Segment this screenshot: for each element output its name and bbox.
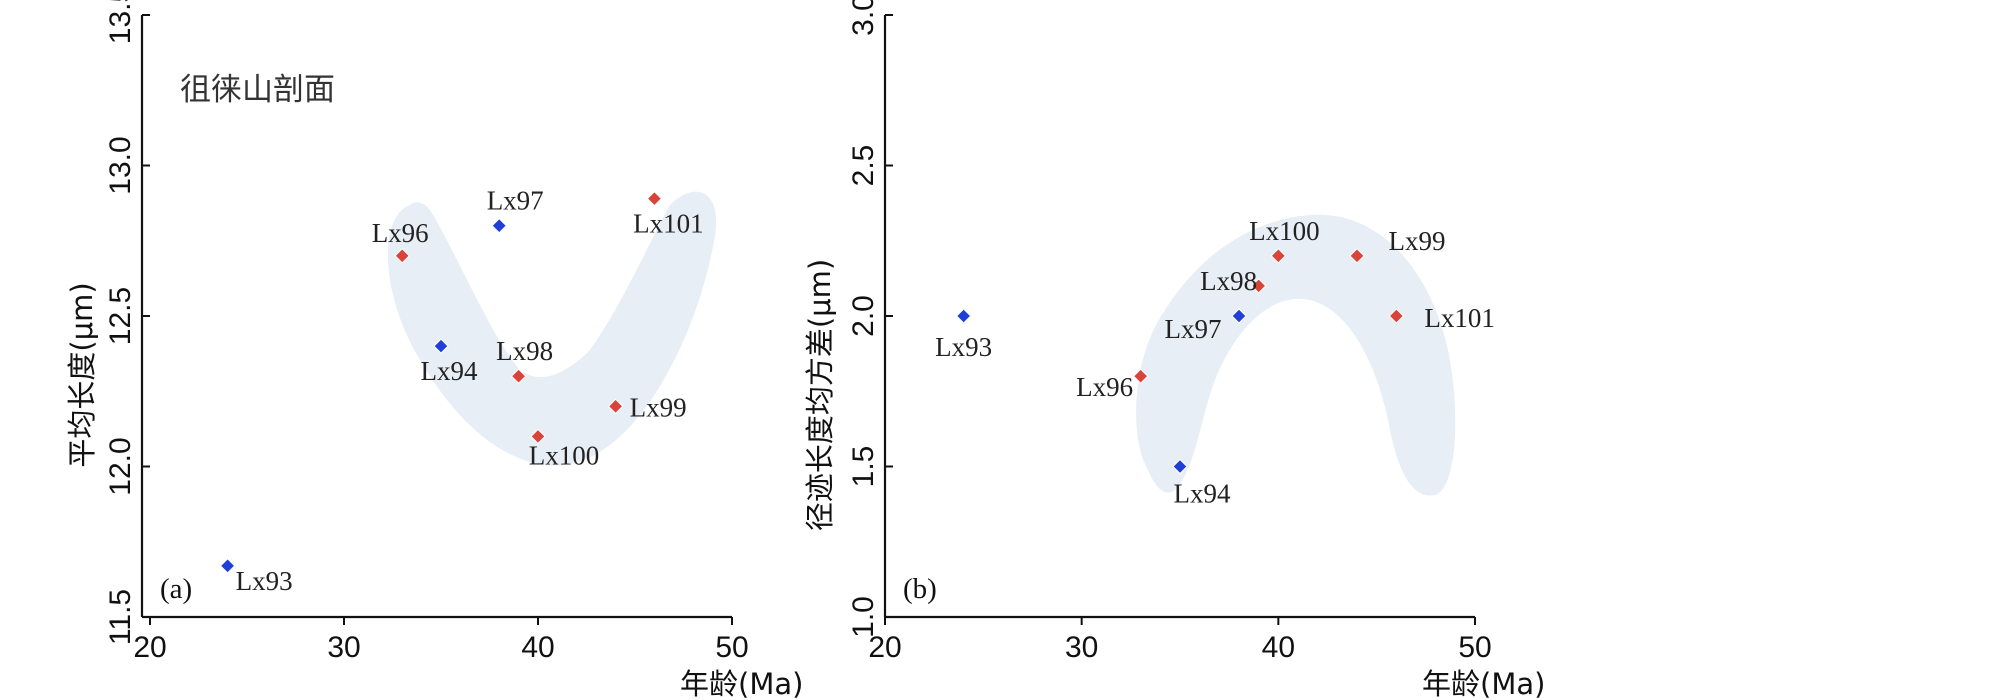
panel-a-label: (a) xyxy=(160,573,192,605)
panel-a-scatter: 20 30 40 50 11.5 12.0 12.5 13.0 13.5 Lx93 Lx94 Lx9… xyxy=(65,0,803,700)
panel-a-y-tick-label: 13.5 xyxy=(104,0,137,44)
panel-b-point-label-lx101: Lx101 xyxy=(1424,303,1495,333)
panel-b-x-tick-label: 30 xyxy=(1065,631,1098,664)
panel-b-point-lx97 xyxy=(1231,308,1247,324)
panel-b-label: (b) xyxy=(903,573,937,605)
panel-b-point-lx99 xyxy=(1349,248,1365,264)
highlight-region-b xyxy=(1136,214,1456,496)
panel-a-point-label-lx93: Lx93 xyxy=(236,566,293,596)
panel-a-point-label-lx98: Lx98 xyxy=(496,336,553,366)
panel-a-y-tick-label: 13.0 xyxy=(104,136,137,194)
panel-b-y-tick-label: 1.0 xyxy=(847,596,880,638)
panel-b-y-tick-label: 2.5 xyxy=(847,145,880,187)
panel-b-scatter: 20 30 40 50 1.0 1.5 2.0 2.5 3.0 Lx93 Lx94 Lx96 Lx97… xyxy=(803,0,1545,700)
panel-b-y-tick-label: 1.5 xyxy=(847,446,880,488)
panel-a-x-tick-label: 40 xyxy=(521,631,554,664)
panel-a-point-label-lx97: Lx97 xyxy=(487,186,544,216)
panel-b-point-lx98 xyxy=(1250,278,1267,294)
panel-b-point-label-lx96: Lx96 xyxy=(1076,372,1133,402)
panel-a-y-tick-label: 11.5 xyxy=(104,589,137,645)
panel-b-point-lx100 xyxy=(1270,248,1287,264)
panel-a-point-lx99 xyxy=(607,398,624,415)
panel-b-point-label-lx100: Lx100 xyxy=(1249,216,1320,246)
panel-a-y-tick-label: 12.0 xyxy=(104,437,137,495)
panel-b-point-lx96 xyxy=(1132,368,1149,384)
panel-a-point-lx100 xyxy=(530,428,546,445)
panel-b-y-axis-title: 径迹长度均方差(μm) xyxy=(803,259,837,531)
panel-a-point-lx98 xyxy=(510,368,527,384)
section-annotation: 徂徕山剖面 xyxy=(180,72,335,108)
panel-a-point-label-lx99: Lx99 xyxy=(630,392,687,422)
panel-b-point-label-lx97: Lx97 xyxy=(1165,314,1222,344)
panel-b-point-lx93 xyxy=(955,308,972,324)
panel-a-y-axis-title: 平均长度(μm) xyxy=(65,282,99,467)
panel-a-point-lx94 xyxy=(433,338,449,354)
panel-a-x-tick-label: 20 xyxy=(133,631,166,664)
panel-a-point-label-lx94: Lx94 xyxy=(421,356,478,386)
panel-a-point-label-lx96: Lx96 xyxy=(372,218,429,248)
panel-b-x-tick-label: 50 xyxy=(1458,631,1491,664)
panel-a-point-lx96 xyxy=(394,248,410,264)
highlight-region-a xyxy=(387,191,717,466)
panel-b-point-lx101 xyxy=(1388,308,1405,324)
panel-b-y-tick-label: 2.0 xyxy=(847,295,880,337)
panel-a-point-label-lx100: Lx100 xyxy=(529,440,600,470)
panel-a-point-lx97 xyxy=(491,217,507,234)
panel-b-x-tick-label: 40 xyxy=(1262,631,1295,664)
panel-a-y-tick-label: 12.5 xyxy=(104,287,137,345)
panel-a-point-lx93 xyxy=(219,558,236,574)
panel-b-x-tick-label: 20 xyxy=(868,631,901,664)
panel-b-point-lx94 xyxy=(1172,458,1188,475)
panel-a-x-tick-label: 30 xyxy=(327,631,360,664)
panel-a-point-label-lx101: Lx101 xyxy=(633,209,704,239)
panel-a-x-tick-label: 50 xyxy=(715,631,748,664)
panel-a-point-lx101 xyxy=(646,190,663,207)
panel-b-x-axis-title: 年龄(Ma) xyxy=(1422,667,1545,700)
panel-b-point-label-lx99: Lx99 xyxy=(1389,226,1446,256)
panel-b-point-label-lx94: Lx94 xyxy=(1174,479,1231,509)
panel-b-y-tick-label: 3.0 xyxy=(847,0,880,36)
panel-b-point-label-lx93: Lx93 xyxy=(935,332,992,362)
panel-b-point-label-lx98: Lx98 xyxy=(1200,266,1257,296)
panel-a-x-axis-title: 年龄(Ma) xyxy=(680,667,803,700)
